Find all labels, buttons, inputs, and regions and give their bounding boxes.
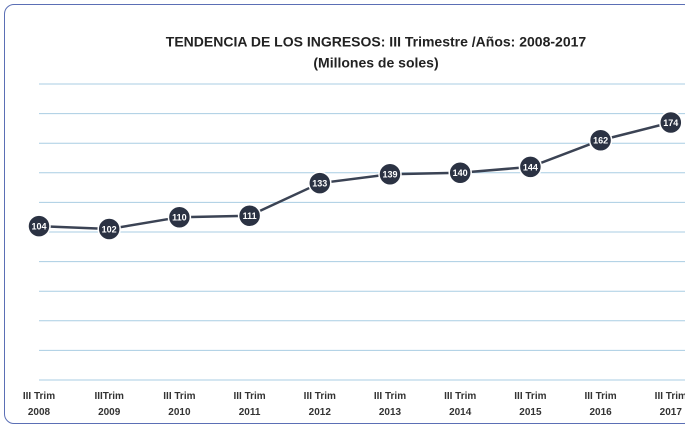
chart-title: TENDENCIA DE LOS INGRESOS: III Trimestre…	[166, 34, 587, 50]
x-tick-label: III Trim 2013	[373, 391, 407, 418]
data-label: 104	[31, 221, 46, 231]
marker	[237, 203, 262, 228]
data-label: 140	[453, 168, 468, 178]
x-tick-label: IIITrim 2009	[94, 391, 124, 418]
marker	[308, 171, 332, 195]
x-tick-label: III Trim 2011	[233, 391, 266, 418]
x-tick-label: III Trim 2015	[514, 391, 547, 418]
line	[38, 121, 672, 231]
marker	[167, 205, 192, 229]
marker	[27, 214, 51, 238]
data-label: 102	[102, 224, 117, 234]
x-tick-label: III Trim 2012	[303, 391, 336, 418]
data-label: 174	[663, 118, 678, 128]
data-label: 111	[243, 211, 257, 221]
chart-frame: TENDENCIA DE LOS INGRESOS: III Trimestre…	[4, 4, 685, 424]
x-tick-label: III Trim 2014	[444, 391, 477, 418]
chart: TENDENCIA DE LOS INGRESOS: III Trimestre…	[27, 34, 685, 381]
data-label: 139	[382, 170, 397, 180]
x-tick-label: III Trim 2010	[163, 391, 196, 418]
marker	[659, 110, 683, 135]
chart-subtitle: (Millones de soles)	[313, 55, 438, 71]
x-tick-label: III Trim 2008	[22, 391, 56, 418]
marker	[97, 217, 121, 241]
x-tick-label: III Trim 2016	[584, 391, 617, 418]
marker	[588, 128, 613, 152]
marker	[378, 162, 402, 187]
data-label: 133	[312, 179, 327, 189]
marker	[448, 161, 472, 185]
x-tick-label: III Trim 2017	[654, 391, 685, 418]
marker	[518, 155, 543, 179]
data-label: 162	[593, 136, 608, 146]
data-label: 144	[523, 162, 538, 172]
data-label: 110	[172, 213, 187, 223]
